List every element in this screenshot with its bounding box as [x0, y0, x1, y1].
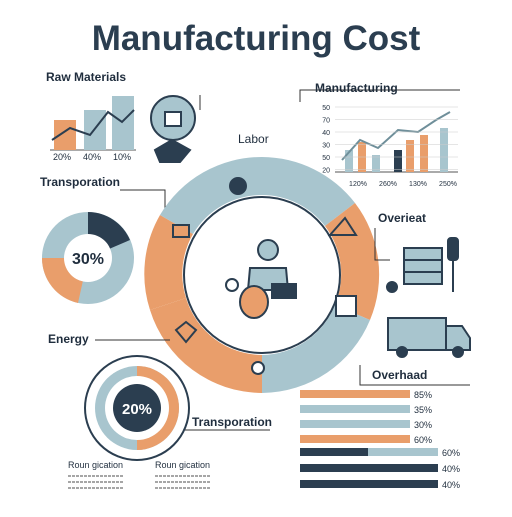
icon-shape — [153, 138, 192, 163]
bar — [345, 150, 353, 172]
icon-shape — [174, 320, 198, 344]
tick-label: 70 — [322, 118, 330, 125]
bar — [300, 390, 410, 398]
energy-label: Energy — [48, 332, 89, 346]
x-label: 250% — [439, 181, 457, 188]
robot-icon — [150, 95, 196, 163]
bar-label: 60% — [414, 435, 432, 445]
icon-shape — [251, 361, 265, 375]
connector — [374, 228, 390, 261]
bar-part — [300, 448, 368, 456]
bar-label: 40% — [83, 152, 101, 162]
pie-hole — [64, 234, 112, 282]
tick-label: 50 — [322, 105, 330, 112]
bar — [300, 405, 410, 413]
icon-shape — [225, 278, 239, 292]
bar — [112, 96, 134, 150]
pie — [41, 212, 134, 304]
wheel — [452, 346, 464, 358]
pie-value: 30% — [72, 251, 104, 268]
overhead-label: Overhaad — [372, 368, 427, 382]
icon-shape — [327, 216, 358, 236]
bar — [440, 128, 448, 172]
connector — [120, 189, 166, 210]
bar — [54, 120, 76, 150]
ring-segment — [262, 157, 355, 226]
x-label: 120% — [349, 181, 367, 188]
icon-shape — [239, 285, 269, 319]
target — [84, 355, 190, 461]
manufacturing-label: Manufacturing — [315, 81, 398, 95]
tick-label: 40 — [322, 130, 330, 137]
manufacturing-chart — [335, 111, 458, 173]
target-value: 20% — [122, 401, 152, 418]
bar-label: 30% — [414, 420, 432, 430]
icon-shape — [172, 224, 190, 238]
bar-label: 40% — [442, 480, 460, 490]
ring-segment — [144, 215, 193, 310]
bar — [300, 448, 438, 456]
bar-label: 60% — [442, 448, 460, 458]
tick-label: 50 — [322, 155, 330, 162]
ring-segment — [150, 298, 262, 393]
connector — [299, 89, 460, 102]
labor-label: Labor — [238, 132, 269, 146]
title: Manufacturing Cost — [92, 19, 421, 58]
ring-segment — [262, 305, 370, 393]
tick-label: 20 — [322, 168, 330, 175]
bar-part — [300, 480, 438, 488]
bar — [300, 420, 410, 428]
truck — [445, 325, 471, 351]
bar — [406, 140, 414, 172]
icon-shape — [335, 295, 357, 317]
bar — [372, 155, 380, 172]
x-label: 260% — [379, 181, 397, 188]
bar-label: 85% — [414, 390, 432, 400]
trend-line — [51, 109, 135, 141]
truck — [387, 317, 447, 351]
note-title: Roun gication — [155, 460, 210, 470]
overheat-label: Overieat — [378, 211, 426, 225]
bar-label: 35% — [414, 405, 432, 415]
icon-shape — [164, 111, 182, 127]
bar — [300, 435, 410, 443]
tick-label: 30 — [322, 143, 330, 150]
trend-line — [341, 111, 451, 161]
equipment-icons — [386, 237, 471, 358]
worker-icon — [172, 177, 358, 375]
icon-shape — [229, 177, 247, 195]
connector — [359, 365, 470, 386]
icon-shape — [447, 237, 459, 261]
bar — [394, 150, 402, 172]
ring-segment — [160, 156, 262, 234]
bar-label: 20% — [53, 152, 71, 162]
note-title: Roun gication — [68, 460, 123, 470]
raw-materials-label: Raw Materials — [46, 70, 126, 84]
raw-materials-chart — [50, 96, 136, 151]
icon-shape — [386, 281, 398, 293]
icon-shape — [403, 247, 443, 285]
transportation-label: Transporation — [40, 175, 120, 189]
icon-shape — [257, 239, 279, 261]
wheel — [396, 346, 408, 358]
bar-label: 10% — [113, 152, 131, 162]
bar — [420, 135, 428, 172]
x-label: 130% — [409, 181, 427, 188]
transportation-bottom-label: Transporation — [192, 415, 272, 429]
icon-shape — [271, 283, 297, 299]
bar-label: 40% — [442, 464, 460, 474]
target-core — [113, 384, 161, 432]
bar-part — [300, 464, 438, 472]
